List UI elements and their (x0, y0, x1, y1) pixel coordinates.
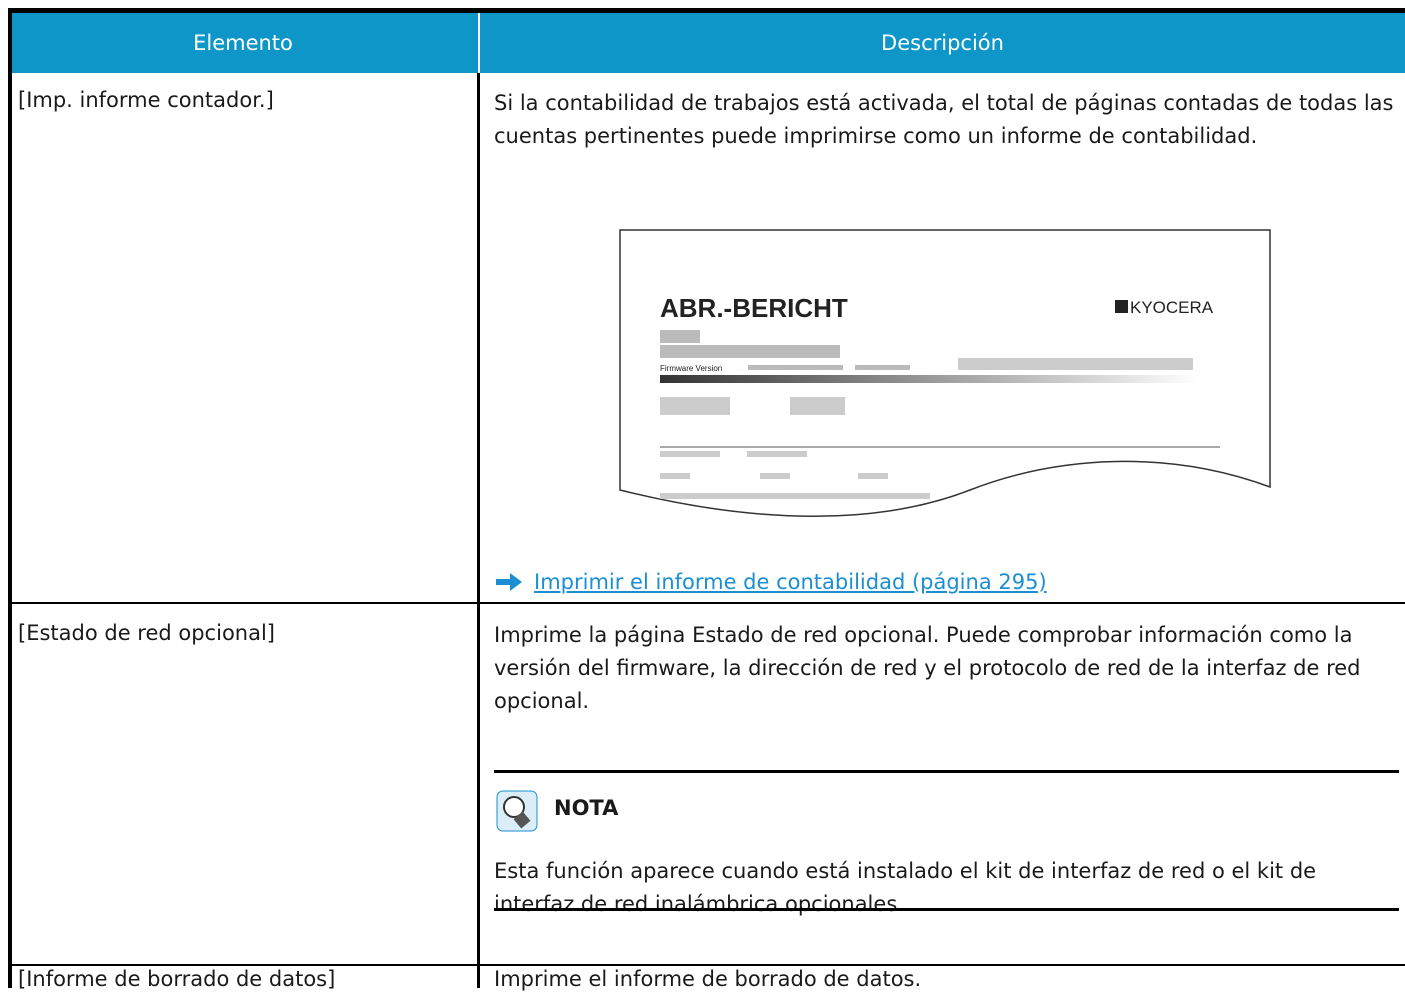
row-divider (8, 964, 1405, 966)
item-cell: [Estado de red opcional] (18, 621, 275, 645)
note-label: NOTA (554, 796, 619, 820)
report-title: ABR.-BERICHT (660, 293, 848, 323)
header-cell: Elemento (8, 13, 478, 73)
note-bottom-rule (494, 908, 1399, 911)
note-text: Esta función aparece cuando está instala… (494, 859, 1317, 916)
report-logo: KYOCERA (1130, 298, 1214, 317)
table-top-border (8, 8, 1405, 13)
item-cell: [Imp. informe contador.] (18, 88, 274, 112)
item-cell: [Informe de borrado de datos] (18, 967, 336, 991)
left-border (8, 8, 12, 988)
description: Si la contabilidad de trabajos está acti… (494, 91, 1394, 148)
report-illustration: ABR.-BERICHT KYOCERA Firmware Version (619, 229, 1271, 517)
description: Imprime la página Estado de red opcional… (494, 623, 1361, 713)
link[interactable]: Imprimir el informe de contabilidad (pág… (534, 570, 1047, 594)
arrow-icon (496, 573, 522, 591)
note-icon (496, 790, 538, 832)
row-divider (8, 602, 1405, 604)
description: Imprime el informe de borrado de datos. (494, 967, 922, 991)
header-cell: Descripción (480, 13, 1405, 73)
column-divider (477, 73, 480, 988)
note-top-rule (494, 770, 1399, 773)
report-firmware: Firmware Version (660, 364, 722, 373)
